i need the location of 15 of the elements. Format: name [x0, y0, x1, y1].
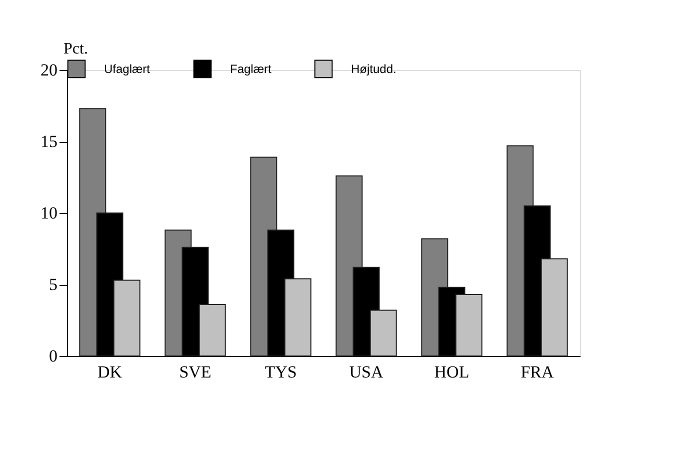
x-tick-label: FRA	[520, 362, 555, 382]
y-tick-label: 5	[49, 275, 58, 294]
legend-label: Højtudd.	[351, 62, 396, 76]
x-tick-label: USA	[349, 362, 384, 382]
x-tick-label: HOL	[434, 362, 470, 382]
x-tick-label: DK	[97, 362, 123, 382]
y-axis-title: Pct.	[64, 40, 88, 58]
y-tick-label: 10	[40, 204, 58, 222]
y-tick-label: 0	[49, 346, 58, 366]
y-tick-label: 15	[40, 132, 58, 151]
y-tick-label: 20	[40, 60, 58, 80]
legend-label: Faglært	[230, 62, 272, 76]
x-tick-label: TYS	[264, 362, 297, 382]
x-tick-label: SVE	[179, 362, 212, 382]
legend-label: Ufaglært	[104, 62, 151, 76]
